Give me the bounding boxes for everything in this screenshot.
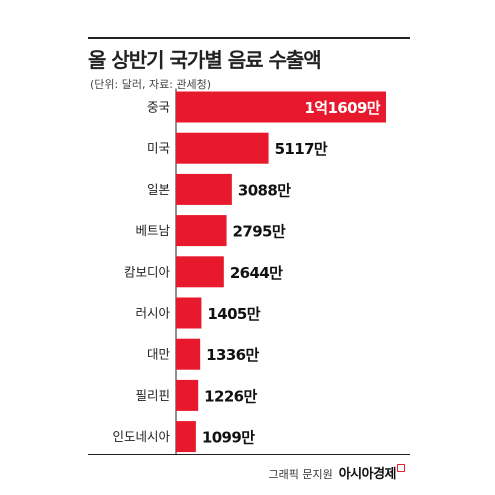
brand-mark-icon [397, 464, 405, 472]
value-label: 1336만 [206, 346, 259, 364]
value-label: 3088만 [238, 181, 291, 199]
value-label: 2644만 [230, 264, 283, 282]
graphic-credit: 그래픽 문지원 [268, 468, 333, 481]
bar [176, 132, 269, 164]
value-label: 1405만 [207, 305, 260, 323]
value-label: 5117만 [275, 140, 328, 158]
category-label: 일본 [147, 182, 170, 197]
category-label: 러시아 [135, 306, 170, 321]
value-label: 1099만 [202, 429, 255, 447]
chart-title: 올 상반기 국가별 음료 수출액 [88, 48, 322, 72]
value-label: 1226만 [204, 387, 257, 405]
category-label: 미국 [147, 141, 170, 156]
bottom-rule [88, 454, 410, 455]
category-label: 베트남 [135, 223, 170, 238]
category-label: 인도네시아 [112, 429, 170, 444]
bar [176, 297, 202, 329]
bar [176, 379, 199, 411]
bar [176, 91, 386, 123]
value-label: 2795만 [233, 223, 286, 241]
bar [176, 421, 196, 453]
category-label: 대만 [147, 347, 171, 362]
publisher-label: 아시아경제 [338, 467, 397, 482]
category-label: 중국 [147, 100, 170, 115]
credit: 그래픽 문지원 아시아경제 [268, 463, 405, 482]
publisher-name: 아시아경제 [339, 463, 405, 482]
bar [176, 215, 227, 247]
chart-subtitle: (단위: 달러, 자료: 관세청) [90, 78, 212, 91]
bar [176, 256, 224, 288]
bar [176, 173, 232, 205]
category-label: 필리핀 [135, 388, 170, 403]
value-label: 1억1609만 [304, 99, 380, 117]
category-label: 캄보디아 [124, 264, 171, 279]
bar [176, 338, 201, 370]
top-rule [88, 37, 410, 39]
